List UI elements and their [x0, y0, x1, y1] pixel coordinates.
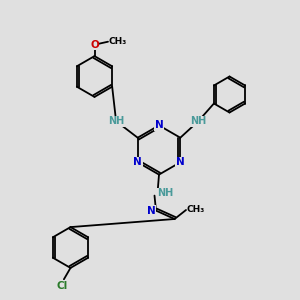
- Text: NH: NH: [157, 188, 173, 198]
- Text: N: N: [176, 157, 185, 167]
- Text: N: N: [133, 157, 142, 167]
- Text: N: N: [154, 120, 164, 130]
- Text: O: O: [90, 40, 99, 50]
- Text: NH: NH: [108, 116, 124, 126]
- Text: CH₃: CH₃: [187, 206, 205, 214]
- Text: CH₃: CH₃: [109, 37, 127, 46]
- Text: Cl: Cl: [57, 281, 68, 291]
- Text: N: N: [147, 206, 156, 216]
- Text: NH: NH: [190, 116, 206, 126]
